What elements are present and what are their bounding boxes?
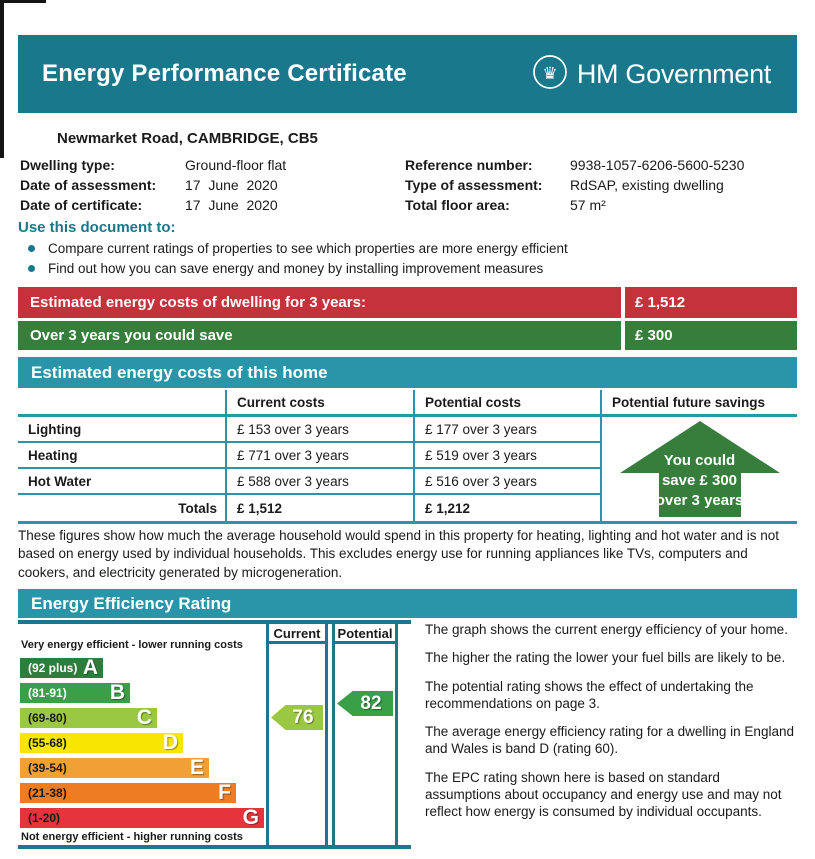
rating-band-f: (21-38) F [20, 781, 236, 804]
current-rating-column: Current 76 [266, 624, 328, 845]
rating-paragraph: The graph shows the current energy effic… [425, 622, 788, 637]
detail-reference-number: Reference number: 9938-1057-6206-5600-52… [405, 157, 745, 173]
rating-band-a: (92 plus) A [20, 656, 103, 679]
current-rating-arrow: 76 [271, 705, 323, 730]
royal-crest-icon: ♛ [532, 54, 568, 95]
table-row-hot-water: Hot Water £ 588 over 3 years £ 516 over … [18, 469, 600, 495]
rating-paragraph: The higher the rating the lower your fue… [425, 650, 786, 666]
up-arrow-icon [619, 421, 780, 517]
figures-note: These figures show how much the average … [18, 528, 779, 580]
current-column-header: Current [269, 624, 325, 644]
detail-type-of-assessment: Type of assessment: RdSAP, existing dwel… [405, 177, 724, 193]
savings-banner: Over 3 years you could save £ 300 [18, 321, 797, 350]
rating-paragraph: The EPC rating shown here is based on st… [425, 769, 782, 820]
detail-dwelling-type: Dwelling type: Ground-floor flat [20, 157, 287, 173]
chart-top-label: Very energy efficient - lower running co… [21, 639, 243, 651]
svg-text:♛: ♛ [542, 64, 557, 83]
property-details: Dwelling type: Ground-floor flat Date of… [20, 155, 797, 215]
costs-table-header-row: Current costs Potential costs Potential … [18, 390, 797, 417]
rating-paragraph: The average energy efficiency rating for… [425, 724, 794, 757]
detail-date-of-assessment: Date of assessment: 17 June 2020 [20, 177, 278, 193]
savings-arrow-text: You could save £ 300 over 3 years [655, 452, 744, 509]
potential-rating-column: Potential 82 [332, 624, 398, 845]
header-potential-costs: Potential costs [413, 390, 600, 414]
bullet-icon [28, 265, 35, 272]
table-row-lighting: Lighting £ 153 over 3 years £ 177 over 3… [18, 417, 600, 443]
potential-column-header: Potential [335, 624, 395, 644]
potential-future-savings-cell: You could save £ 300 over 3 years [600, 417, 797, 521]
scan-edge-artifact [0, 0, 46, 3]
table-row-heating: Heating £ 771 over 3 years £ 519 over 3 … [18, 443, 600, 469]
rating-bands: Very energy efficient - lower running co… [18, 624, 266, 845]
scan-edge-artifact [0, 0, 4, 158]
potential-rating-arrow: 82 [337, 691, 393, 716]
savings-arrow: You could save £ 300 over 3 years [619, 421, 780, 517]
usage-bullet: Find out how you can save energy and mon… [18, 262, 797, 276]
detail-total-floor-area: Total floor area: 57 m² [405, 197, 606, 213]
header-potential-future-savings: Potential future savings [600, 390, 797, 414]
usage-bullet: Compare current ratings of properties to… [18, 242, 797, 256]
rating-band-c: (69-80) C [20, 706, 157, 729]
bullet-icon [28, 245, 35, 252]
usage-section: Use this document to: Compare current ra… [18, 219, 797, 276]
page-title: Energy Performance Certificate [42, 60, 407, 87]
rating-section-title: Energy Efficiency Rating [18, 589, 797, 618]
chart-bottom-label: Not energy efficient - higher running co… [21, 831, 243, 843]
property-address: Newmarket Road, CAMBRIDGE, CB5 [57, 130, 318, 147]
detail-date-of-certificate: Date of certificate: 17 June 2020 [20, 197, 278, 213]
rating-band-g: (1-20) G [20, 806, 264, 829]
energy-efficiency-chart: Very energy efficient - lower running co… [18, 620, 411, 849]
rating-paragraph: The potential rating shows the effect of… [425, 678, 754, 711]
rating-band-b: (81-91) B [20, 681, 130, 704]
costs-table: Current costs Potential costs Potential … [18, 390, 797, 524]
header-current-costs: Current costs [225, 390, 413, 414]
document-header: Energy Performance Certificate ♛ HM Gove… [18, 35, 797, 113]
savings-value: £ 300 [621, 321, 797, 350]
rating-explanation: The graph shows the current energy effic… [425, 621, 799, 831]
estimated-costs-value: £ 1,512 [621, 287, 797, 318]
rating-band-e: (39-54) E [20, 756, 209, 779]
hm-government-logo: ♛ HM Government [532, 54, 771, 95]
usage-heading: Use this document to: [18, 219, 176, 236]
costs-table-title: Estimated energy costs of this home [18, 357, 797, 388]
table-row-totals: Totals £ 1,512 £ 1,212 [18, 495, 600, 521]
hm-government-wordmark: HM Government [576, 58, 771, 89]
rating-band-d: (55-68) D [20, 731, 183, 754]
estimated-costs-banner: Estimated energy costs of dwelling for 3… [18, 287, 797, 318]
